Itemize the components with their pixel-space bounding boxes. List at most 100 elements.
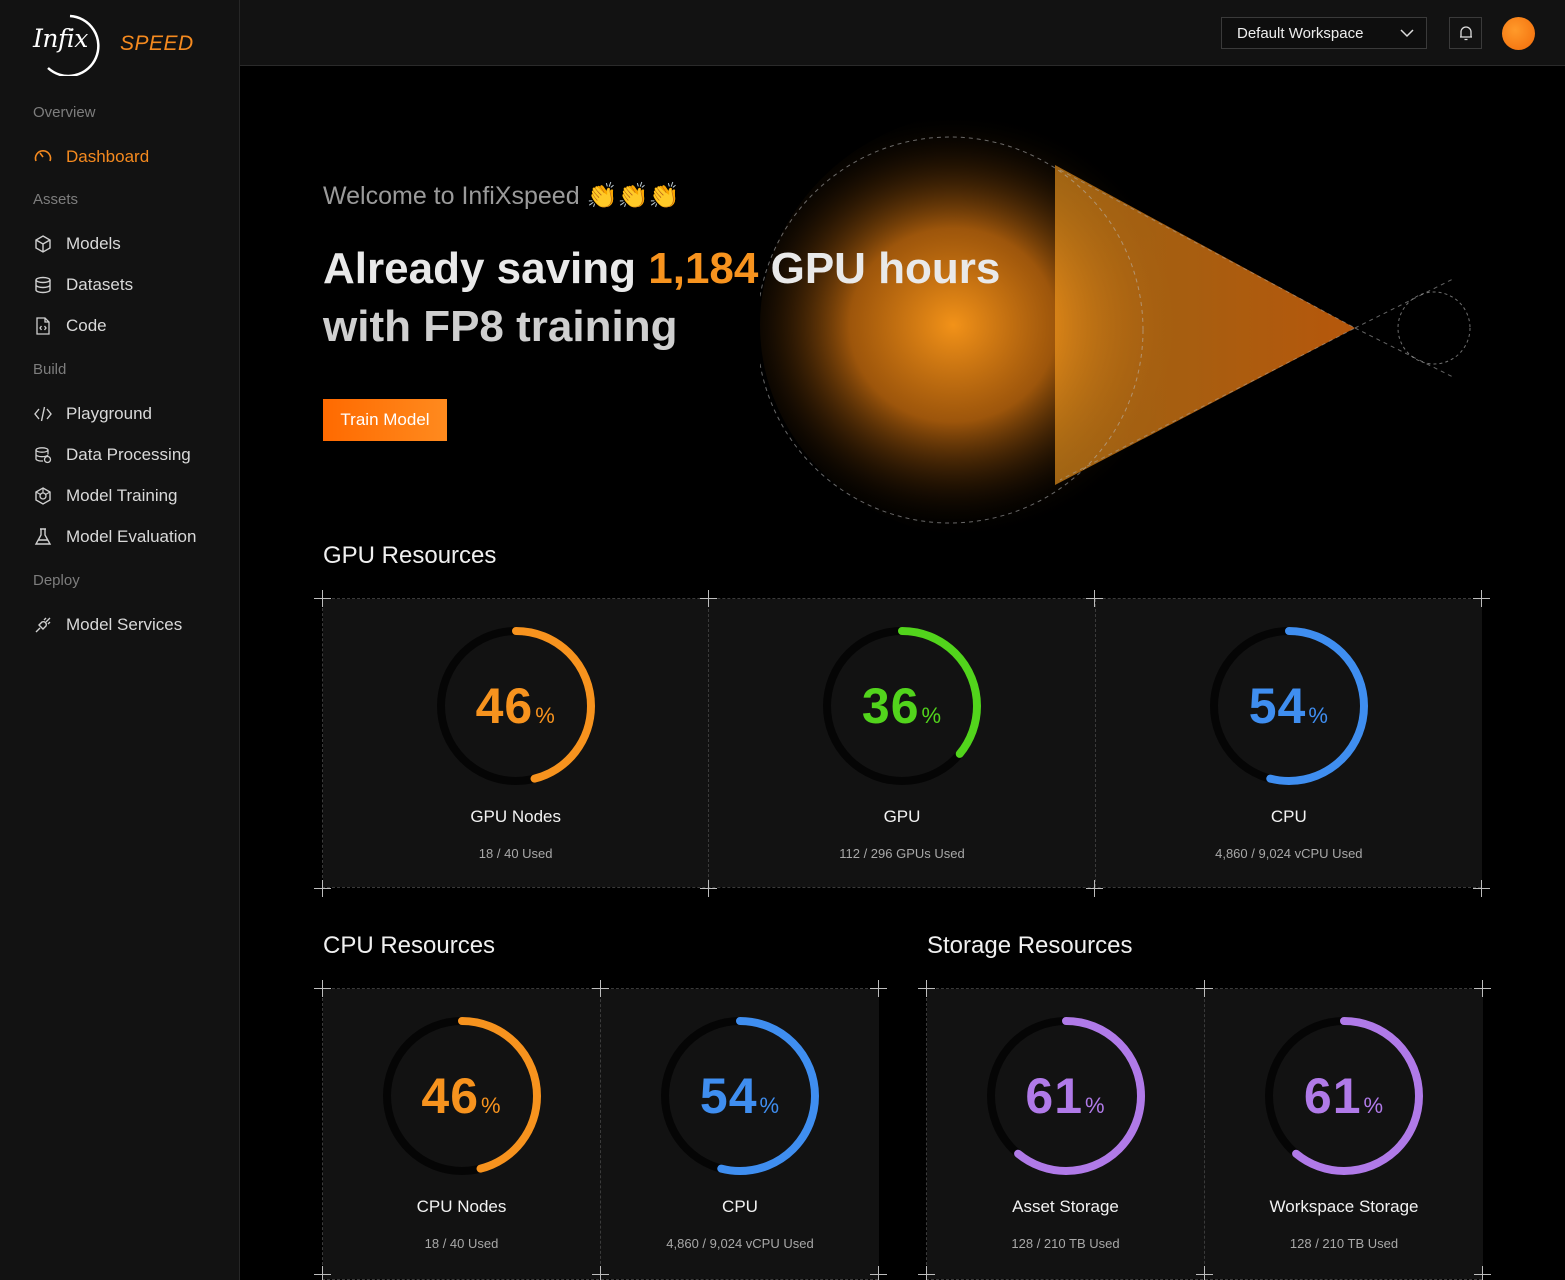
percent-symbol: % (921, 703, 943, 728)
gauge-value: 61% (1303, 1068, 1385, 1124)
crosshair-marker (1196, 1266, 1213, 1280)
resource-label: CPU (722, 1197, 758, 1216)
bell-icon (1459, 26, 1472, 41)
gauge-arc (1265, 1017, 1423, 1175)
resource-label: GPU Nodes (470, 807, 562, 826)
resource-label: CPU Nodes (416, 1197, 507, 1216)
user-avatar[interactable] (1502, 17, 1535, 50)
sidebar-item-data-processing[interactable]: Data Processing (32, 440, 222, 470)
gauge-value: 61% (1025, 1068, 1106, 1124)
cpu-resources-title: CPU Resources (323, 932, 496, 959)
resource-card-gpu[interactable]: 36% GPU 112 / 296 GPUs Used (709, 599, 1096, 887)
plug-icon (32, 614, 54, 636)
resource-card-cpu[interactable]: 54% CPU 4,860 / 9,024 vCPU Used (1095, 599, 1482, 887)
sidebar-item-label: Model Training (66, 486, 178, 505)
hero-headline: Already saving 1,184 GPU hours with FP8 … (323, 240, 1043, 356)
headline-prefix: Already saving (323, 244, 649, 293)
resource-label: GPU (883, 807, 921, 826)
sidebar-item-model-services[interactable]: Model Services (32, 610, 222, 640)
sidebar-item-code[interactable]: Code (32, 311, 222, 341)
crosshair-marker (314, 1266, 331, 1280)
crosshair-marker (918, 1266, 935, 1280)
gauge-ring (1265, 1017, 1423, 1175)
crosshair-marker (700, 590, 717, 607)
crosshair-marker (314, 590, 331, 607)
sidebar-item-label: Datasets (66, 275, 134, 294)
sidebar-item-models[interactable]: Models (32, 229, 222, 259)
sidebar-item-playground[interactable]: Playground (32, 399, 222, 429)
gauge-ring (822, 627, 981, 785)
logo-ring-icon (47, 14, 100, 76)
nav-section-overview: Overview (33, 104, 96, 121)
gauge-value: 46% (475, 678, 556, 734)
train-model-button[interactable]: Train Model (323, 399, 447, 441)
gauge-value: 36% (861, 678, 943, 734)
gauge-arc (986, 1017, 1145, 1175)
resource-usage: 4,860 / 9,024 vCPU Used (1215, 846, 1363, 861)
gauge-value: 46% (421, 1068, 502, 1124)
crosshair-marker (314, 880, 331, 897)
percent-symbol: % (1085, 1093, 1106, 1118)
workspace-selector[interactable]: Default Workspace (1221, 17, 1427, 49)
headline-line2: with FP8 training (323, 302, 678, 351)
crosshair-marker (1473, 880, 1490, 897)
welcome-text: Welcome to InfiXspeed 👏👏👏 (323, 182, 680, 210)
resource-label: Workspace Storage (1269, 1197, 1419, 1216)
resource-usage: 112 / 296 GPUs Used (839, 846, 965, 861)
percent-symbol: % (535, 703, 556, 728)
sidebar-item-datasets[interactable]: Datasets (32, 270, 222, 300)
hero-illustration (760, 120, 1471, 540)
resource-card-cpu-nodes[interactable]: 46% CPU Nodes 18 / 40 Used (323, 989, 601, 1279)
gauge-value: 54% (699, 1068, 781, 1124)
percent-symbol: % (1308, 703, 1329, 728)
crosshair-marker (1086, 880, 1103, 897)
resource-usage: 128 / 210 TB Used (1011, 1236, 1120, 1251)
crosshair-marker (1474, 980, 1491, 997)
sidebar-item-label: Code (66, 316, 107, 335)
storage-resources-grid: 61% Asset Storage 128 / 210 TB Used 61% Work… (926, 988, 1483, 1280)
sidebar-item-dashboard[interactable]: Dashboard (32, 142, 222, 172)
gauge-ring (986, 1017, 1145, 1175)
code-brackets-icon (32, 403, 54, 425)
crosshair-marker (870, 980, 887, 997)
resource-card-cpu[interactable]: 54% CPU 4,860 / 9,024 vCPU Used (601, 989, 879, 1279)
percent-symbol: % (759, 1093, 781, 1118)
cpu-resources-grid: 46% CPU Nodes 18 / 40 Used 54% CPU 4,860 / 9,… (322, 988, 879, 1280)
sidebar-item-model-training[interactable]: Model Training (32, 481, 222, 511)
resource-card-asset-storage[interactable]: 61% Asset Storage 128 / 210 TB Used (927, 989, 1205, 1279)
resource-usage: 18 / 40 Used (424, 1236, 499, 1251)
headline-suffix: GPU hours (758, 244, 1001, 293)
gauge-arc (1209, 627, 1368, 785)
gauge-ring (1209, 627, 1368, 785)
crosshair-marker (1473, 590, 1490, 607)
crosshair-marker (592, 1266, 609, 1280)
nav-section-assets: Assets (33, 191, 79, 208)
resource-usage: 128 / 210 TB Used (1289, 1236, 1399, 1251)
gauge-ring (382, 1017, 541, 1175)
crosshair-marker (918, 980, 935, 997)
sidebar-item-model-evaluation[interactable]: Model Evaluation (32, 522, 222, 552)
nav-section-build: Build (33, 361, 67, 378)
gpu-resources-grid: 46% GPU Nodes 18 / 40 Used 36% GPU 112 / 296 … (322, 598, 1482, 888)
resource-usage: 4,860 / 9,024 vCPU Used (666, 1236, 814, 1251)
logo[interactable]: Infix SPEED (30, 10, 200, 76)
gauge-value: 54% (1248, 678, 1329, 734)
resource-card-workspace-storage[interactable]: 61% Workspace Storage 128 / 210 TB Used (1205, 989, 1483, 1279)
sidebar-item-label: Model Services (66, 615, 183, 634)
training-icon (32, 485, 54, 507)
crosshair-marker (592, 980, 609, 997)
logo-text: Infix (33, 24, 88, 53)
resource-label: CPU (1270, 807, 1307, 826)
gpu-hours-count: 1,184 (648, 244, 759, 293)
sidebar-item-label: Models (66, 234, 121, 253)
crosshair-marker (1196, 980, 1213, 997)
workspace-label: Default Workspace (1237, 24, 1364, 42)
nav-section-deploy: Deploy (33, 572, 80, 589)
gauge-ring (436, 627, 595, 785)
flask-icon (32, 526, 54, 548)
resource-card-gpu-nodes[interactable]: 46% GPU Nodes 18 / 40 Used (323, 599, 710, 887)
percent-symbol: % (1363, 1093, 1385, 1118)
crosshair-marker (314, 980, 331, 997)
cube-icon (32, 233, 54, 255)
notifications-button[interactable] (1449, 17, 1482, 49)
